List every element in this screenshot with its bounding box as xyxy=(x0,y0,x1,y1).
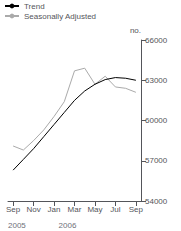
svg-text:60000: 60000 xyxy=(145,116,168,125)
svg-text:Trend: Trend xyxy=(24,2,45,11)
svg-text:no.: no. xyxy=(130,26,141,35)
svg-text:Jul: Jul xyxy=(110,205,120,214)
svg-text:2006: 2006 xyxy=(59,221,77,230)
svg-text:Seasonally Adjusted: Seasonally Adjusted xyxy=(24,12,96,21)
svg-text:54000: 54000 xyxy=(145,197,168,206)
svg-text:Mar: Mar xyxy=(68,205,82,214)
svg-text:57000: 57000 xyxy=(145,156,168,165)
svg-text:63000: 63000 xyxy=(145,76,168,85)
svg-text:Jan: Jan xyxy=(48,205,61,214)
svg-text:May: May xyxy=(87,205,102,214)
svg-text:Nov: Nov xyxy=(26,205,40,214)
svg-text:Sep: Sep xyxy=(129,205,144,214)
svg-text:Sep: Sep xyxy=(6,205,21,214)
svg-text:2005: 2005 xyxy=(8,221,26,230)
svg-text:66000: 66000 xyxy=(145,36,168,45)
